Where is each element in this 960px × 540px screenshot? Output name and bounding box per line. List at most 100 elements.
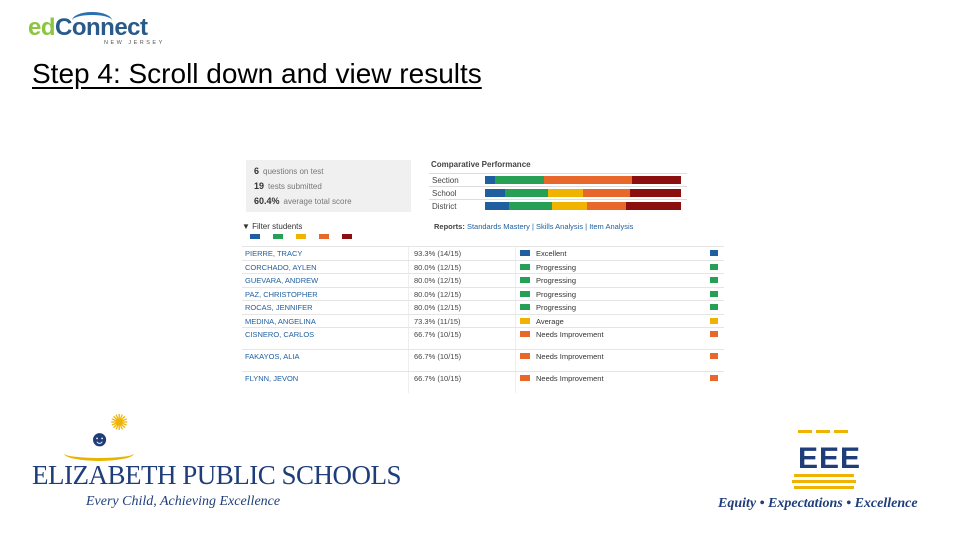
student-name-link[interactable]: PAZ, CHRISTOPHER: [245, 289, 318, 299]
bar-segment: [504, 189, 548, 197]
student-name-link[interactable]: PIERRE, TRACY: [245, 249, 303, 258]
status-swatch: [520, 375, 530, 381]
status-indicator: [710, 317, 718, 324]
table-row: PIERRE, TRACY 93.3% (14/15) Excellent: [242, 246, 724, 260]
status-label: Needs Improvement: [536, 352, 604, 361]
filter-swatches: [250, 234, 360, 240]
report-links[interactable]: Standards Mastery | Skills Analysis | It…: [466, 222, 634, 231]
book-icon: [64, 446, 134, 461]
status-label: Needs Improvement: [536, 330, 604, 339]
student-score: 66.7% (10/15): [414, 330, 462, 339]
status-swatch: [520, 250, 530, 256]
student-score: 80.0% (12/15): [414, 262, 462, 272]
eee-wordmark: EEE: [798, 442, 862, 475]
student-name-link[interactable]: CISNERO, CARLOS: [245, 330, 315, 339]
status-swatch: [520, 317, 530, 324]
bar-segment: [494, 176, 544, 184]
logo-wordmark: edConnect: [28, 14, 148, 42]
comp-row-section: Section: [429, 173, 687, 186]
filter-swatch[interactable]: [319, 234, 329, 239]
eee-logo: EEE Equity • Expectations • Excellence: [710, 428, 940, 518]
filter-swatch[interactable]: [273, 234, 283, 239]
status-indicator: [710, 304, 718, 310]
bar-segment: [543, 176, 632, 184]
status-swatch: [520, 277, 530, 283]
status-label: Progressing: [536, 276, 577, 285]
eps-tagline: Every Child, Achieving Excellence: [86, 494, 281, 509]
status-indicator: [710, 263, 718, 270]
slide-title: Step 4: Scroll down and view results: [32, 58, 482, 89]
test-stats-panel: 6 questions on test 19 tests submitted 60.…: [246, 160, 411, 212]
status-indicator: [710, 290, 718, 297]
comp-row-school: School: [429, 186, 687, 199]
bar-segment: [586, 202, 627, 210]
comp-bar-school: [485, 189, 681, 197]
edconnect-logo: edConnect NEW JERSEY: [28, 12, 168, 50]
student-name-link[interactable]: CORCHADO, AYLEN: [245, 262, 317, 272]
comparative-performance: Comparative Performance Section School D…: [429, 160, 724, 212]
sun-icon: ✺: [110, 410, 129, 435]
status-label: Average: [536, 316, 564, 326]
filter-swatch[interactable]: [296, 234, 306, 239]
status-label: Progressing: [536, 289, 577, 299]
bar-segment: [630, 189, 681, 197]
status-indicator: [710, 250, 718, 256]
student-score: 66.7% (10/15): [414, 352, 462, 361]
student-score: 66.7% (10/15): [414, 374, 462, 383]
student-score: 80.0% (12/15): [414, 276, 462, 285]
filter-students-toggle[interactable]: ▼ Filter students: [242, 222, 303, 231]
bar-segment: [631, 176, 681, 184]
table-row: GUEVARA, ANDREW 80.0% (12/15) Progressing: [242, 273, 724, 287]
logo-arc: [72, 12, 112, 29]
bar-segment: [485, 189, 505, 197]
filter-swatch[interactable]: [250, 234, 260, 239]
bar-segment: [551, 202, 587, 210]
reports-links: Reports: Standards Mastery | Skills Anal…: [434, 222, 634, 231]
comp-bar-district: [485, 202, 681, 210]
student-score: 93.3% (14/15): [414, 249, 462, 258]
stat-average: 60.4% average total score: [254, 196, 352, 206]
logo-subtitle: NEW JERSEY: [104, 40, 165, 46]
table-row: MEDINA, ANGELINA 73.3% (11/15) Average: [242, 313, 724, 328]
reader-figure-icon: ☻: [88, 426, 112, 451]
eee-tagline: Equity • Expectations • Excellence: [718, 496, 918, 511]
status-indicator: [710, 353, 718, 359]
bar-segment: [485, 202, 509, 210]
status-swatch: [520, 263, 530, 270]
table-row: CORCHADO, AYLEN 80.0% (12/15) Progressing: [242, 259, 724, 274]
status-indicator: [710, 331, 718, 337]
comp-row-district: District: [429, 199, 687, 212]
bar-segment: [508, 202, 552, 210]
student-name-link[interactable]: MEDINA, ANGELINA: [245, 316, 316, 326]
bar-segment: [582, 189, 630, 197]
student-name-link[interactable]: GUEVARA, ANDREW: [245, 276, 319, 285]
stat-questions: 6 questions on test: [254, 166, 324, 176]
results-screenshot: 6 questions on test 19 tests submitted 60.…: [238, 158, 726, 398]
bar-segment: [626, 202, 681, 210]
logo-ed: ed: [28, 14, 56, 41]
table-row: CISNERO, CARLOS 66.7% (10/15) Needs Improv…: [242, 327, 724, 349]
bar-segment: [485, 176, 495, 184]
status-swatch: [520, 304, 530, 310]
stat-submitted: 19 tests submitted: [254, 181, 322, 191]
status-label: Needs Improvement: [536, 374, 604, 383]
filter-swatch[interactable]: [342, 234, 352, 239]
student-score: 73.3% (11/15): [414, 316, 461, 326]
bar-segment: [547, 189, 583, 197]
elizabeth-public-schools-logo: ✺ ☻ ELIZABETH PUBLIC SCHOOLS Every Child…: [32, 410, 402, 510]
status-indicator: [710, 375, 718, 381]
student-name-link[interactable]: ROCAS, JENNIFER: [245, 303, 313, 312]
comparative-title: Comparative Performance: [431, 160, 531, 169]
status-indicator: [710, 277, 718, 283]
comp-bar-section: [485, 176, 681, 184]
student-name-link[interactable]: FLYNN, JEVON: [245, 374, 299, 383]
table-row: PAZ, CHRISTOPHER 80.0% (12/15) Progressing: [242, 286, 724, 301]
eps-name: ELIZABETH PUBLIC SCHOOLS: [32, 460, 402, 490]
table-row: ROCAS, JENNIFER 80.0% (12/15) Progressing: [242, 300, 724, 314]
status-label: Progressing: [536, 262, 577, 272]
student-name-link[interactable]: FAKAYOS, ALIA: [245, 352, 300, 361]
student-score: 80.0% (12/15): [414, 303, 462, 312]
status-label: Progressing: [536, 303, 577, 312]
status-swatch: [520, 331, 530, 337]
student-score: 80.0% (12/15): [414, 289, 462, 299]
